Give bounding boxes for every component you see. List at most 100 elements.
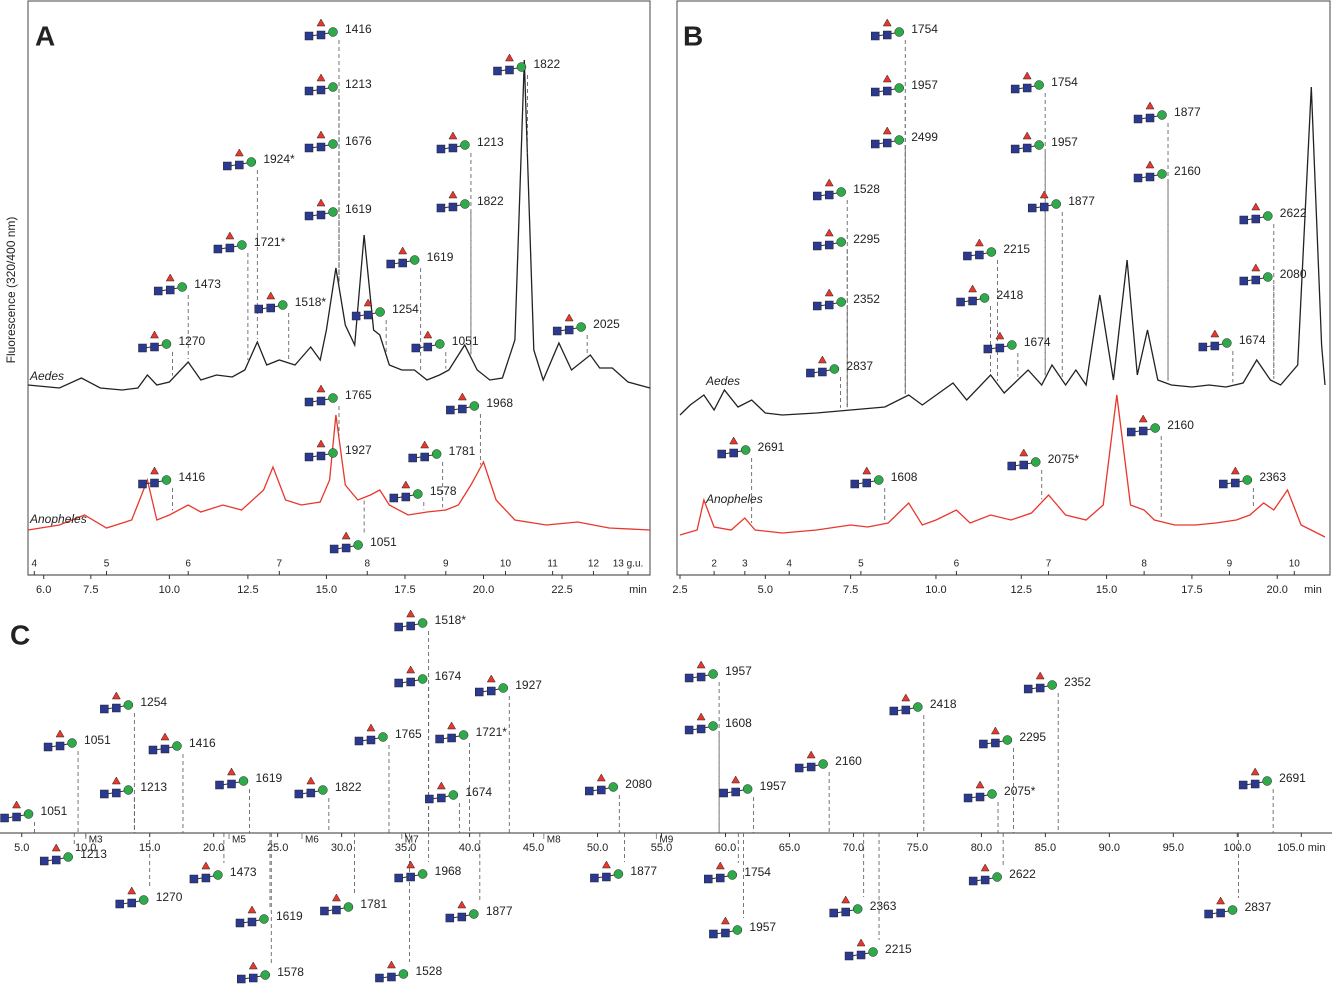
glycan-glcnac	[387, 260, 395, 268]
glycan-label: 2418	[930, 697, 957, 711]
glycan-glcnac	[149, 746, 157, 754]
glycan-mannose	[329, 83, 338, 92]
glycan-fucose	[151, 331, 159, 338]
glycan-label: 1822	[533, 57, 560, 71]
glycan-fucose	[732, 776, 740, 783]
glycan-glcnac	[355, 737, 363, 745]
glycan-glcnac	[1024, 685, 1032, 693]
glycan-label: 1416	[345, 22, 372, 36]
glycan-glcnac	[721, 929, 729, 937]
glycan-glcnac	[1036, 684, 1044, 692]
glycan-glcnac	[424, 343, 432, 351]
glycan-glcnac	[1020, 461, 1028, 469]
x-tick-label: 7.5	[843, 584, 858, 596]
x-tick-label: 50.0	[587, 842, 608, 854]
x-tick-label: 12.5	[237, 584, 258, 596]
glycan-label: 1765	[345, 388, 372, 402]
glycan-label: 1270	[156, 890, 183, 904]
glycan-label: 2295	[853, 232, 880, 246]
glycan-fucose	[226, 232, 234, 239]
glycan-glcnac	[795, 764, 803, 772]
glycan-glcnac	[709, 930, 717, 938]
glycan-glcnac	[685, 674, 693, 682]
glycan-glcnac	[330, 545, 338, 553]
glycan-label: 2352	[1064, 675, 1091, 689]
glycan-fucose	[1040, 191, 1048, 198]
glycan-glcnac	[128, 899, 136, 907]
glycan-fucose	[721, 917, 729, 924]
glycan-glcnac	[730, 449, 738, 457]
glycan-glcnac	[458, 405, 466, 413]
glycan-fucose	[807, 751, 815, 758]
glycan-glcnac	[857, 951, 865, 959]
glycan-fucose	[249, 962, 257, 969]
glycan-glcnac	[1240, 216, 1248, 224]
x-tick-label: 10.0	[159, 584, 180, 596]
glycan-mannose	[329, 28, 338, 37]
glycan-label: 1721*	[254, 235, 286, 249]
glycan-glcnac	[969, 297, 977, 305]
x-tick-label: 10.0	[925, 584, 946, 596]
glycan-fucose	[1023, 72, 1031, 79]
glycan-mannose	[172, 742, 181, 751]
glycan-label: 1957	[911, 78, 938, 92]
glycan-label: 2352	[853, 292, 880, 306]
glycan-glcnac	[818, 368, 826, 376]
glycan-label: 2160	[1167, 418, 1194, 432]
page: A6.07.510.012.515.017.520.022.5minFluore…	[0, 0, 1332, 1001]
glycan-fucose	[399, 247, 407, 254]
glycan-mannose	[247, 158, 256, 167]
glycan-mannose	[124, 786, 133, 795]
glycan-glcnac	[871, 140, 879, 148]
glycan-fucose	[421, 441, 429, 448]
glycan-mannose	[741, 446, 750, 455]
glycan-mannose	[459, 731, 468, 740]
glycan-glcnac	[1252, 215, 1260, 223]
glycan-mannose	[435, 340, 444, 349]
glycan-glcnac	[317, 397, 325, 405]
glycan-fucose	[863, 467, 871, 474]
glycan-glcnac	[902, 706, 910, 714]
glycan-glcnac	[216, 781, 224, 789]
glycan-mannose	[1007, 341, 1016, 350]
glycan-fucose	[407, 610, 415, 617]
glycan-mannose	[743, 785, 752, 794]
glycan-glcnac	[585, 787, 593, 795]
glycan-mannose	[178, 283, 187, 292]
glycan-fucose	[1231, 467, 1239, 474]
glycan-label: 1927	[515, 678, 542, 692]
glycan-glcnac	[697, 725, 705, 733]
glycan-fucose	[1211, 330, 1219, 337]
y-axis-label: Fluorescence (320/400 nm)	[4, 217, 18, 364]
glycan-glcnac	[871, 32, 879, 40]
glycan-label: 1608	[725, 716, 752, 730]
glycan-label: 2418	[997, 288, 1024, 302]
gu-tick-label: 4	[32, 559, 38, 570]
glycan-mannose	[577, 323, 586, 332]
glycan-glcnac	[437, 794, 445, 802]
glycan-glcnac	[1231, 479, 1239, 487]
x-tick-label: 75.0	[907, 842, 928, 854]
x-tick-label: 80.0	[971, 842, 992, 854]
glycan-mannose	[399, 970, 408, 979]
series-name: Aedes	[705, 374, 740, 388]
glycan-glcnac	[436, 735, 444, 743]
glycan-glcnac	[237, 975, 245, 983]
glycan-glcnac	[367, 736, 375, 744]
glycan-fucose	[981, 864, 989, 871]
glycan-fucose	[1020, 449, 1028, 456]
glycan-label: 1051	[41, 804, 68, 818]
glycan-fucose	[151, 467, 159, 474]
glycan-label: 1674	[1024, 335, 1051, 349]
glycan-glcnac	[1023, 144, 1031, 152]
glycan-glcnac	[139, 344, 147, 352]
glycan-fucose	[825, 179, 833, 186]
glycan-fucose	[969, 285, 977, 292]
glycan-glcnac	[112, 704, 120, 712]
glycan-fucose	[166, 274, 174, 281]
glycan-mannose	[837, 298, 846, 307]
glycan-mannose	[278, 301, 287, 310]
glycan-label: 1877	[630, 864, 657, 878]
glycan-glcnac	[716, 874, 724, 882]
glycan-glcnac	[1211, 342, 1219, 350]
